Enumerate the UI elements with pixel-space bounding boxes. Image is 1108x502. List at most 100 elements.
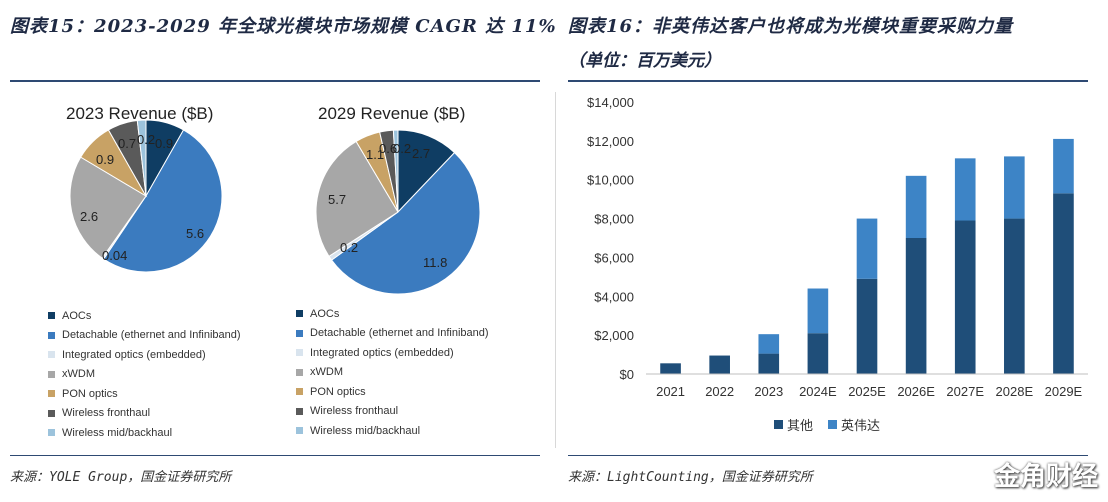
legend-label: Wireless fronthaul [310,405,399,418]
legend-swatch [48,370,55,378]
pie2-slice-aocs [397,129,456,214]
right-title-rule [568,80,1088,82]
legend-item-integrated: Integrated optics (embedded) [296,343,489,363]
x-tick-label: 2026E [897,384,935,399]
legend-swatch [48,429,55,437]
stacked-bar-chart: $0 $2,000 $4,000 $6,000 $8,000 $10,000 $12,000… [587,95,1088,433]
pie2-slice-xwdm [315,140,399,257]
legend-swatch [296,427,303,435]
legend-label: xWDM [62,368,95,381]
bar-nvidia-2023 [758,334,780,354]
pie1-label-detachable: 5.6 [186,226,205,241]
legend-item-detachable: Detachable (ethernet and Infiniband) [296,324,489,344]
pie1-label-xwdm: 2.6 [80,209,99,224]
y-tick-label: $0 [620,367,634,382]
y-tick-label: $2,000 [594,328,634,343]
bar-legend-label: 英伟达 [841,418,880,433]
legend-label: Wireless mid/backhaul [310,424,421,437]
bar-other-2023 [758,353,780,374]
pie-2023-title: 2023 Revenue ($B) [66,104,214,123]
x-tick-label: 2023 [754,384,783,399]
legend-swatch [296,407,303,415]
legend-label: Wireless mid/backhaul [62,426,173,439]
legend-item-pon: PON optics [296,382,489,402]
legend-label: xWDM [310,366,343,379]
bar-other-2022 [709,355,730,374]
pie1-label-pon: 0.9 [96,152,115,167]
legend-swatch [48,312,55,320]
legend-label: AOCs [62,309,92,322]
x-tick-label: 2028E [996,384,1034,399]
bar-other-2026E [905,238,927,374]
pie-2023-legend: AOCs Detachable (ethernet and Infiniband… [48,306,241,443]
x-tick-label: 2024E [799,384,837,399]
legend-item-integrated: Integrated optics (embedded) [48,345,241,365]
panel-divider [555,92,556,448]
y-tick-label: $14,000 [587,95,634,110]
y-tick-label: $8,000 [594,212,634,227]
legend-swatch [48,390,55,398]
legend-swatch [48,409,55,417]
pie1-slice-xwdm [69,156,147,259]
pie2-label-detachable: 11.8 [423,255,448,270]
x-tick-label: 2027E [946,384,984,399]
legend-item-midhaul: Wireless mid/backhaul [48,423,241,443]
pie1-label-aocs: 0.9 [155,136,174,151]
bar-other-2028E [1004,218,1025,374]
legend-item-aocs: AOCs [48,306,241,326]
y-tick-label: $10,000 [587,173,634,188]
pie2-label-xwdm: 5.7 [328,192,347,207]
right-source-note: 来源：LightCounting，国金证券研究所 [568,470,813,485]
watermark: 金角财经 [993,462,1098,492]
pie2-label-fronthaul: 0.6 [379,141,398,156]
pie2-label-integrated: 0.2 [340,240,359,255]
bar-legend-swatch [828,420,837,429]
legend-label: PON optics [310,385,366,398]
legend-item-fronthaul: Wireless fronthaul [296,402,489,422]
bar-nvidia-2025E [856,218,878,279]
legend-label: Integrated optics (embedded) [310,346,454,359]
x-tick-label: 2022 [705,384,734,399]
pie1-label-midhaul: 0.2 [137,132,156,147]
pie-chart-2023 [69,119,223,273]
legend-item-pon: PON optics [48,384,241,404]
legend-label: PON optics [62,387,118,400]
legend-label: Detachable (ethernet and Infiniband) [310,327,489,340]
legend-item-detachable: Detachable (ethernet and Infiniband) [48,326,241,346]
pie-2029-legend: AOCs Detachable (ethernet and Infiniband… [296,304,489,441]
legend-swatch [296,310,303,318]
pie1-slice-midhaul [136,119,147,197]
left-source-note: 来源：YOLE Group，国金证券研究所 [10,470,232,485]
legend-label: Detachable (ethernet and Infiniband) [62,329,241,342]
legend-item-midhaul: Wireless mid/backhaul [296,421,489,441]
bar-nvidia-2029E [1053,138,1074,194]
bar-other-2024E [807,333,829,374]
pie-chart-2029 [315,129,481,295]
bar-nvidia-2024E [807,288,829,334]
legend-swatch [296,329,303,337]
bar-nvidia-2027E [954,158,976,221]
legend-item-aocs: AOCs [296,304,489,324]
x-tick-label: 2025E [848,384,886,399]
legend-swatch [296,349,303,357]
legend-swatch [296,368,303,376]
x-tick-label: 2021 [656,384,685,399]
pie2-slice-detachable [330,151,481,295]
legend-item-fronthaul: Wireless fronthaul [48,404,241,424]
bar-other-2021 [660,363,681,374]
pie2-label-pon: 1.1 [366,147,385,162]
bar-legend-label: 其他 [787,418,813,433]
pie2-label-aocs: 2.7 [412,146,431,161]
y-tick-label: $12,000 [587,134,634,149]
pie2-slice-midhaul [392,129,399,213]
legend-label: Wireless fronthaul [62,407,151,420]
pie1-slice-detachable [102,129,223,273]
legend-swatch [48,331,55,339]
x-tick-label: 2029E [1045,384,1083,399]
pie-2029-title: 2029 Revenue ($B) [318,104,466,123]
right-figure-subtitle: （单位：百万美元） [568,51,721,71]
pie2-label-midhaul: 0.2 [393,141,412,156]
bar-legend-swatch [774,420,783,429]
legend-swatch [48,351,55,359]
left-figure-title: 图表15：2023-2029 年全球光模块市场规模 CAGR 达 11% [10,16,557,37]
